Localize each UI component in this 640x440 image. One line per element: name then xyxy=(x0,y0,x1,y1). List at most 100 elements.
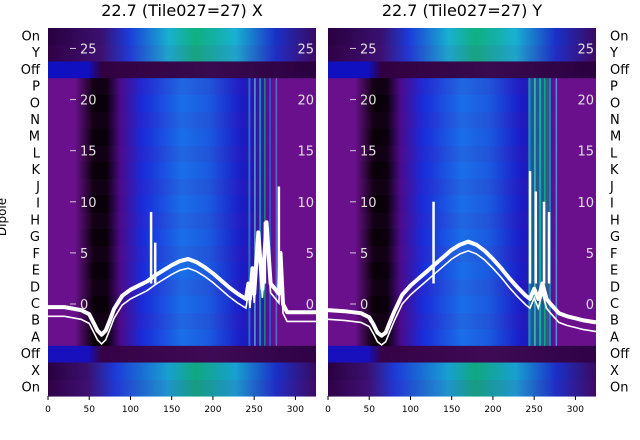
row-label: Y xyxy=(609,46,618,61)
heatmap-row xyxy=(48,362,316,380)
row-label: O xyxy=(610,96,620,111)
row-label: Off xyxy=(21,63,41,78)
panel-title: 22.7 (Tile027=27) Y xyxy=(382,1,543,20)
row-label: H xyxy=(30,213,40,228)
x-tick-label: 200 xyxy=(204,405,221,415)
row-label: N xyxy=(30,113,40,128)
row-label: L xyxy=(610,146,618,161)
row-label: O xyxy=(30,96,40,111)
overlay-line xyxy=(48,220,316,337)
row-label: A xyxy=(610,330,619,345)
overlay-ytick-label-right: 25 xyxy=(577,42,594,57)
x-tick-label: 0 xyxy=(45,405,51,415)
row-label: N xyxy=(610,113,620,128)
streak xyxy=(259,78,262,346)
x-tick-label: 50 xyxy=(84,405,96,415)
x-tick-label: 0 xyxy=(325,405,331,415)
x-tick-label: 100 xyxy=(402,405,419,415)
x-tick-label: 250 xyxy=(526,405,543,415)
row-label: J xyxy=(35,180,40,195)
row-label: H xyxy=(610,213,620,228)
overlay-ytick-label: 25 xyxy=(80,42,97,57)
row-label: K xyxy=(610,163,619,178)
overlay-ytick-label-right: 15 xyxy=(577,145,594,160)
streak xyxy=(275,78,278,346)
row-label: Off xyxy=(610,347,630,362)
heatmap-row xyxy=(48,379,316,397)
overlay-ytick-label: 25 xyxy=(360,42,377,57)
heatmap-panel-x: 22.7 (Tile027=27) X On Y Off PONMLKJIHGFEDC… xyxy=(21,1,316,415)
row-label: G xyxy=(610,230,620,245)
x-tick-label: 300 xyxy=(287,405,304,415)
heatmap-row xyxy=(328,345,596,364)
overlay-ytick-label: 15 xyxy=(80,145,97,160)
heatmap-row xyxy=(48,28,316,46)
overlay-ytick-label-right: 10 xyxy=(297,196,314,211)
heatmap-panel-y: 22.7 (Tile027=27) Y On Y Off PONMLKJIHGFEDC… xyxy=(325,1,630,415)
row-label: I xyxy=(610,197,614,212)
row-label: C xyxy=(610,297,619,312)
streak xyxy=(539,78,542,346)
heatmap-row xyxy=(328,362,596,380)
row-label: X xyxy=(610,364,619,379)
overlay-ytick-label: 0 xyxy=(360,298,368,313)
overlay-ytick-label: 20 xyxy=(80,94,97,109)
row-label: G xyxy=(30,230,40,245)
overlay-ytick-label-right: 20 xyxy=(577,94,594,109)
row-label: D xyxy=(610,280,620,295)
streak xyxy=(254,78,256,346)
overlay-ytick-label-right: 15 xyxy=(297,145,314,160)
streak xyxy=(248,78,251,346)
x-tick-label: 50 xyxy=(364,405,376,415)
row-label: I xyxy=(36,197,40,212)
overlay-ytick-label: 5 xyxy=(360,247,368,262)
row-label: E xyxy=(32,264,40,279)
y-axis-label: Dipole xyxy=(0,198,9,236)
overlay-ytick-label-right: 20 xyxy=(297,94,314,109)
row-label: On xyxy=(610,381,628,396)
overlay-ytick-label-right: 5 xyxy=(586,247,594,262)
x-tick-label: 150 xyxy=(443,405,460,415)
streak xyxy=(268,78,271,346)
row-label: M xyxy=(29,130,40,145)
overlay-ytick-label: 10 xyxy=(360,196,377,211)
overlay-ytick-label: 10 xyxy=(80,196,97,211)
streak xyxy=(555,78,558,346)
overlay-ytick-label-right: 0 xyxy=(306,298,314,313)
x-tick-label: 250 xyxy=(246,405,263,415)
row-label: B xyxy=(31,314,40,329)
heatmap-row xyxy=(48,345,316,364)
heatmap-row xyxy=(328,44,596,63)
row-label: X xyxy=(31,364,40,379)
row-label: B xyxy=(610,314,619,329)
heatmap-row xyxy=(328,379,596,397)
overlay-ytick-label: 0 xyxy=(80,298,88,313)
row-label: A xyxy=(31,330,40,345)
row-label: J xyxy=(609,180,614,195)
overlay-line-alt xyxy=(48,231,316,346)
row-label: P xyxy=(32,80,40,95)
heatmap-row xyxy=(328,28,596,46)
overlay-ytick-label: 5 xyxy=(80,247,88,262)
row-label: Off xyxy=(21,347,41,362)
row-label: On xyxy=(610,29,628,44)
overlay-ytick-label-right: 25 xyxy=(297,42,314,57)
heatmap-row xyxy=(48,61,316,79)
overlay-line xyxy=(327,239,597,338)
row-label: E xyxy=(610,264,618,279)
overlay-ytick-label-right: 0 xyxy=(586,298,594,313)
row-label: On xyxy=(22,29,40,44)
row-label: C xyxy=(31,297,40,312)
streak xyxy=(264,78,266,346)
overlay-line-alt xyxy=(327,249,597,346)
x-tick-label: 200 xyxy=(484,405,501,415)
overlay-ytick-label-right: 5 xyxy=(306,247,314,262)
row-label: On xyxy=(22,381,40,396)
x-tick-label: 150 xyxy=(163,405,180,415)
overlay-ytick-label: 20 xyxy=(360,94,377,109)
x-tick-label: 300 xyxy=(567,405,584,415)
panel-title: 22.7 (Tile027=27) X xyxy=(101,1,263,20)
row-label: M xyxy=(610,130,621,145)
row-label: K xyxy=(31,163,40,178)
heatmap-row xyxy=(48,44,316,63)
